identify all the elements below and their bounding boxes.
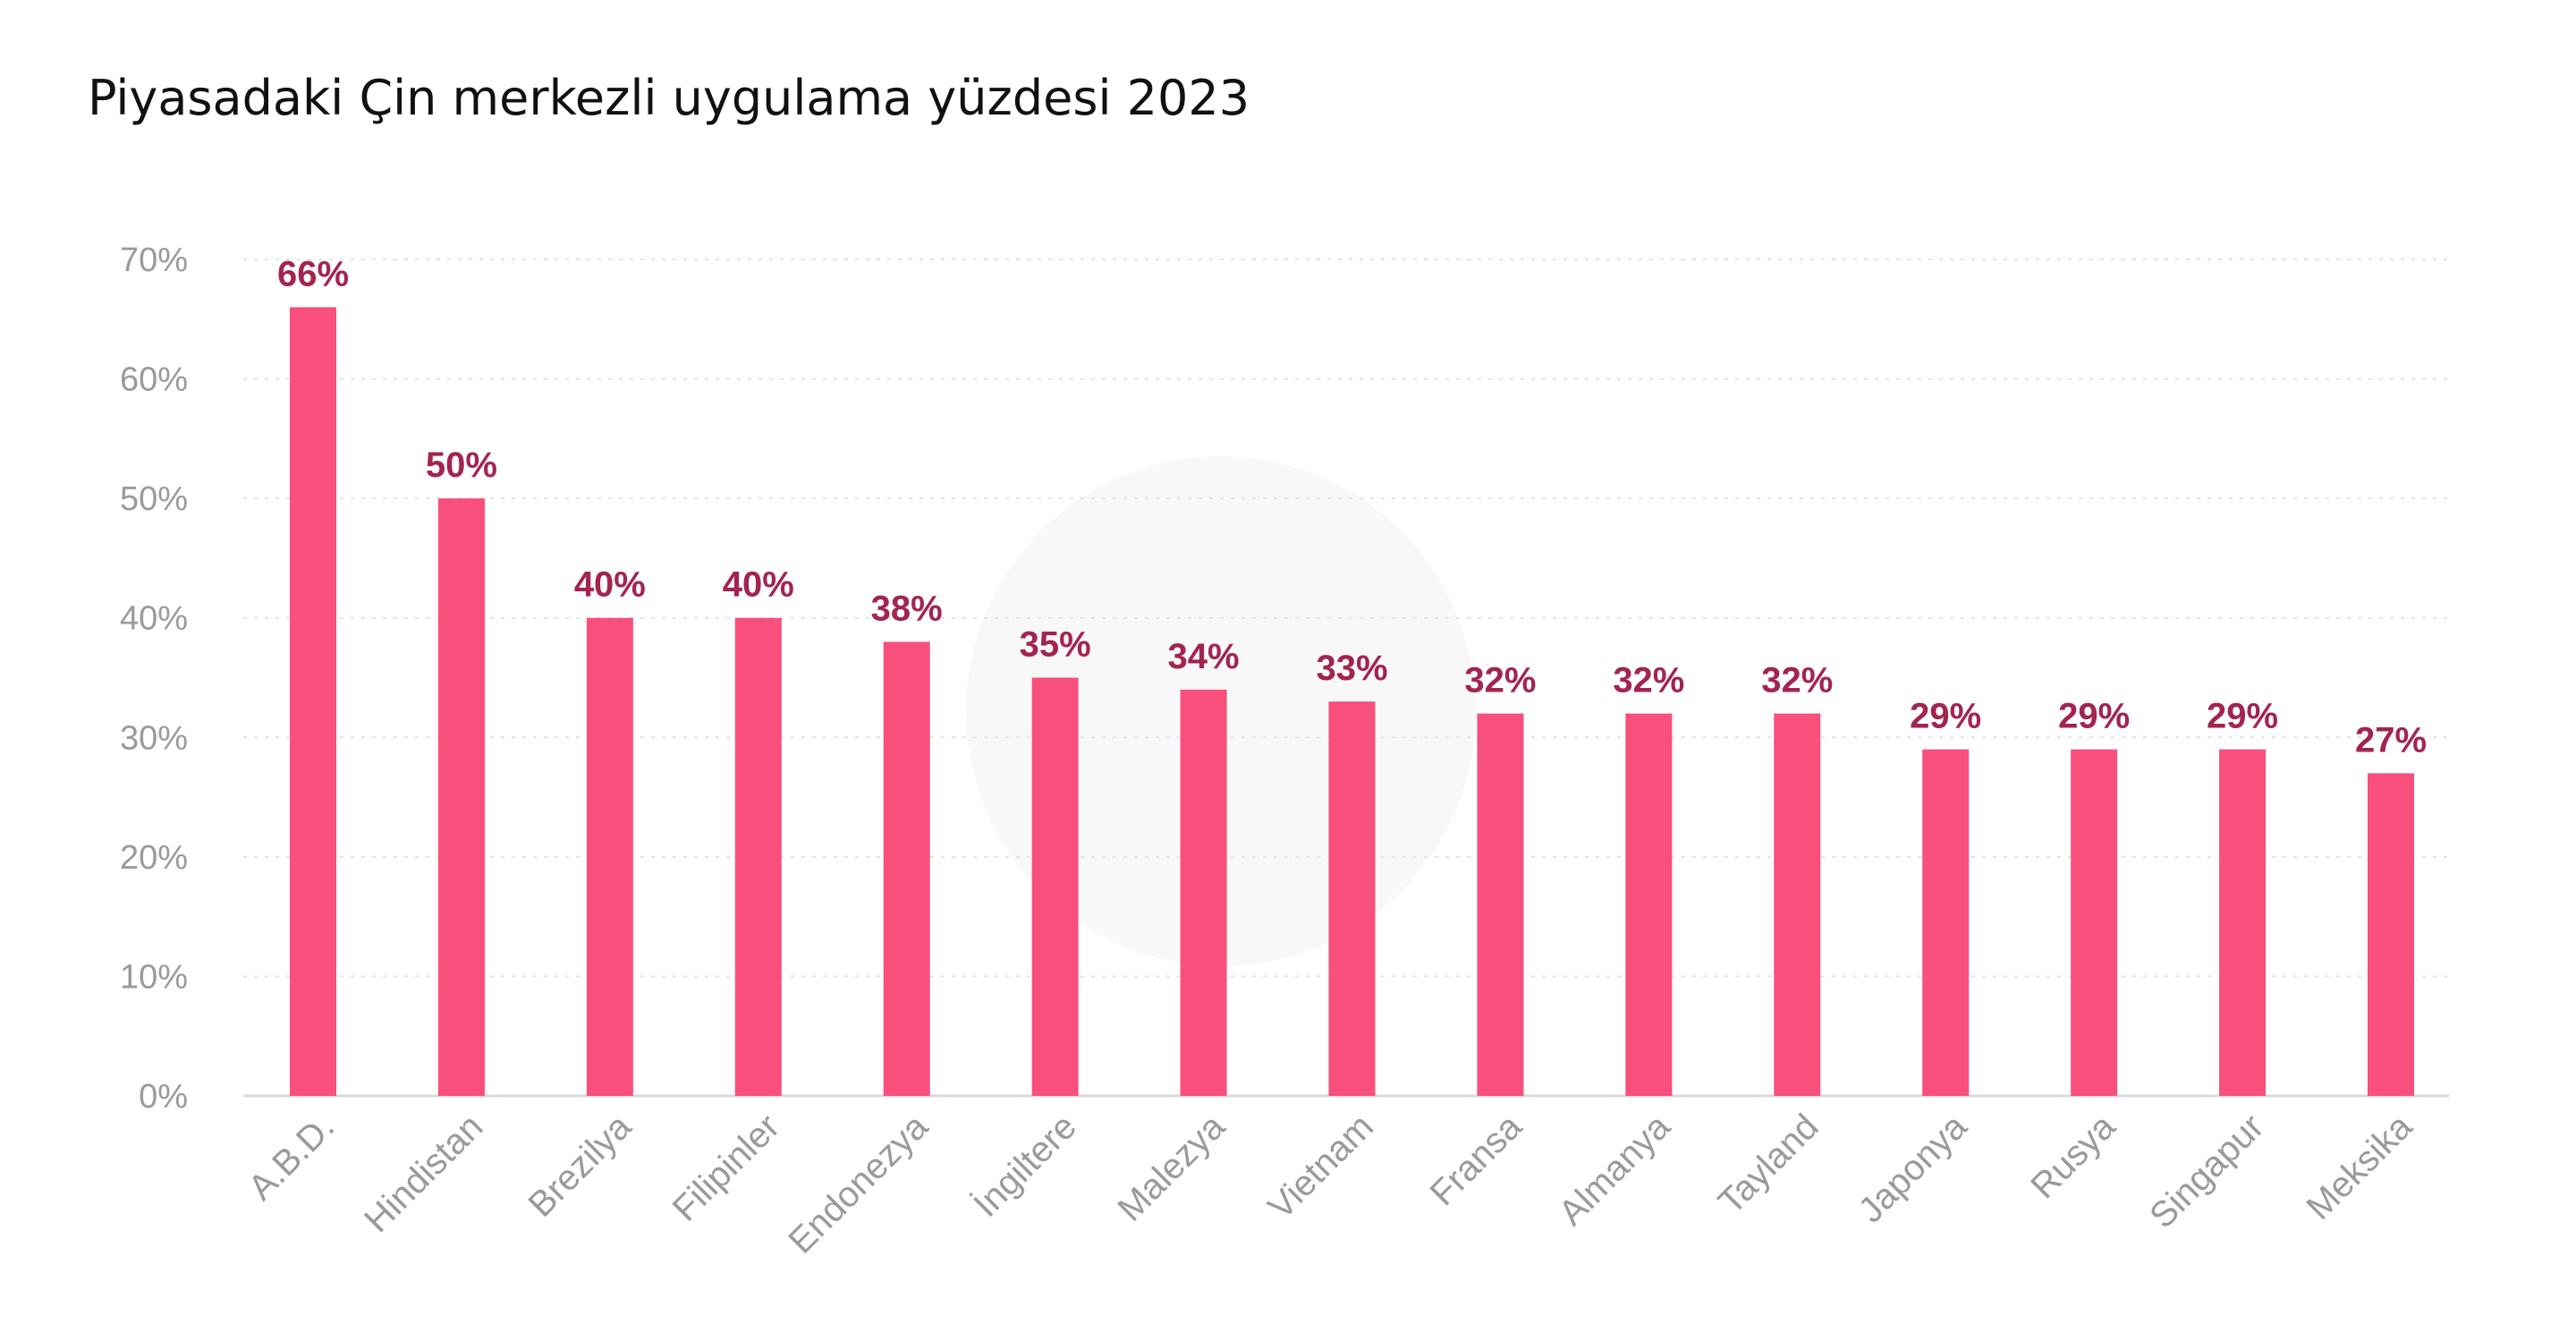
data-label: 27% bbox=[2355, 720, 2427, 760]
x-tick-label: Malezya bbox=[1110, 1107, 1233, 1229]
bar bbox=[2219, 749, 2267, 1096]
x-tick-label: İngiltere bbox=[966, 1107, 1084, 1225]
bar bbox=[2368, 773, 2414, 1096]
data-label: 33% bbox=[1316, 649, 1387, 688]
y-tick-label: 20% bbox=[120, 839, 188, 877]
x-tick-label: Filipinler bbox=[665, 1107, 787, 1228]
y-tick-label: 0% bbox=[139, 1078, 188, 1116]
bar bbox=[1180, 689, 1227, 1096]
x-tick-label: Vietnam bbox=[1261, 1107, 1381, 1226]
data-label: 40% bbox=[723, 565, 794, 605]
bar bbox=[586, 617, 633, 1096]
data-label: 50% bbox=[426, 446, 497, 485]
bar bbox=[883, 641, 930, 1096]
x-tick-label: Endonezya bbox=[781, 1107, 936, 1261]
x-tick-label: Fransa bbox=[1423, 1107, 1530, 1214]
x-axis: A.B.D. Hindistan Brezilya FilipinlerEndonez… bbox=[242, 1107, 2420, 1261]
x-tick-label: Rusya bbox=[2023, 1107, 2123, 1207]
x-tick-label: Hindistan bbox=[357, 1107, 490, 1240]
data-label: 32% bbox=[1613, 661, 1684, 700]
bar bbox=[2071, 749, 2118, 1096]
bar bbox=[1031, 677, 1079, 1096]
data-label: 29% bbox=[2207, 697, 2278, 736]
bar bbox=[1922, 749, 1970, 1096]
data-label: 35% bbox=[1020, 625, 1091, 665]
chart-title: Piyasadaki Çin merkezli uygulama yüzdesi… bbox=[88, 70, 1250, 126]
x-tick-label: A.B.D. bbox=[242, 1107, 343, 1208]
bar bbox=[1328, 701, 1376, 1096]
y-tick-label: 30% bbox=[120, 719, 188, 757]
x-tick-label: Tayland bbox=[1711, 1107, 1826, 1222]
data-label: 66% bbox=[277, 254, 349, 293]
x-tick-label: Singapur bbox=[2142, 1107, 2271, 1235]
data-label: 32% bbox=[1464, 661, 1536, 700]
data-labels: 66% 50% 40% 40% 38% 35% 34% 33% 32% 32% 32% 29% 29% 2… bbox=[277, 254, 2427, 760]
bar bbox=[437, 498, 485, 1096]
data-label: 38% bbox=[871, 589, 943, 628]
y-tick-label: 50% bbox=[120, 480, 188, 518]
bar bbox=[1774, 713, 1821, 1096]
data-label: 40% bbox=[574, 565, 646, 605]
y-axis: 0% 10% 20% 30% 40% 50% 60% 70% bbox=[120, 242, 188, 1116]
bar bbox=[734, 617, 782, 1096]
data-label: 32% bbox=[1761, 661, 1833, 700]
x-tick-label: Almanya bbox=[1552, 1107, 1679, 1234]
y-tick-label: 70% bbox=[120, 242, 188, 279]
bar bbox=[290, 307, 336, 1096]
data-label: 29% bbox=[1910, 697, 1981, 736]
bar bbox=[1625, 713, 1673, 1096]
y-tick-label: 60% bbox=[120, 361, 188, 399]
y-tick-label: 40% bbox=[120, 600, 188, 638]
x-tick-label: Meksika bbox=[2300, 1107, 2420, 1227]
bar bbox=[1477, 713, 1524, 1096]
y-tick-label: 10% bbox=[120, 958, 188, 996]
x-tick-label: Brezilya bbox=[521, 1107, 640, 1225]
data-label: 34% bbox=[1168, 637, 1240, 676]
bars bbox=[290, 307, 2414, 1096]
x-tick-label: Japonya bbox=[1852, 1107, 1976, 1231]
data-label: 29% bbox=[2058, 697, 2130, 736]
